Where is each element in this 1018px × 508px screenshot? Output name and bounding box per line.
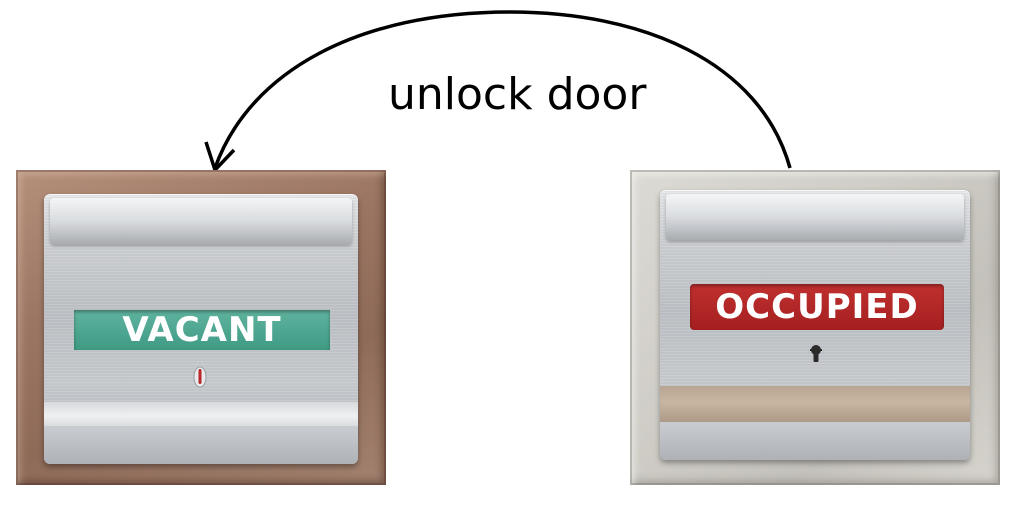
occupied-indicator: OCCUPIED bbox=[690, 284, 944, 330]
keyhole-icon bbox=[810, 345, 822, 362]
occupied-latch: OCCUPIED bbox=[660, 190, 970, 460]
arrow-head bbox=[204, 141, 236, 174]
latch-bar bbox=[660, 386, 970, 426]
latch-lip bbox=[666, 194, 964, 240]
latch-foot bbox=[44, 426, 358, 464]
keyhole-icon bbox=[193, 366, 207, 388]
occupied-lock-plate: OCCUPIED bbox=[630, 170, 1000, 485]
vacant-indicator: VACANT bbox=[74, 310, 330, 350]
action-caption: unlock door bbox=[388, 69, 647, 120]
latch-foot bbox=[660, 422, 970, 460]
vacant-lock-plate: VACANT bbox=[16, 170, 386, 485]
vacant-latch: VACANT bbox=[44, 194, 358, 464]
latch-lip bbox=[50, 198, 352, 244]
